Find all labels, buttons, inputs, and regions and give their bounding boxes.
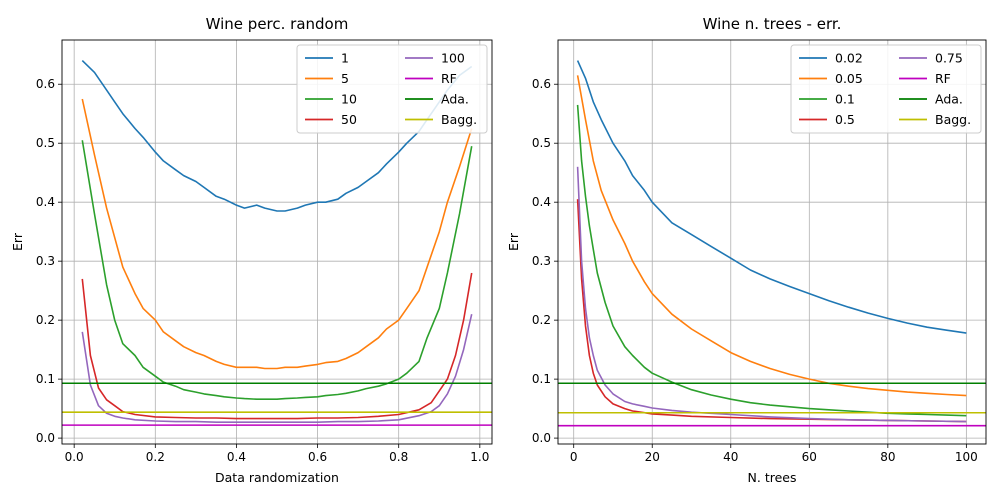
legend-label: 0.5 <box>835 112 855 127</box>
legend: 1 5 10 50 100 RF Ada. Bagg. <box>296 44 488 134</box>
legend-label: 0.75 <box>935 51 963 66</box>
legend-label: 10 <box>341 92 357 107</box>
x-tick-label: 100 <box>955 450 978 464</box>
y-tick-label: 0.2 <box>36 313 55 327</box>
legend-label: RF <box>935 71 951 86</box>
legend-box <box>296 44 488 134</box>
chart-panel-wine-perc-random: 0.0 0.2 0.4 0.6 0.8 1.0 0.0 0.1 0.2 0.3 0.4 0.5 0.6 W… <box>10 15 493 485</box>
x-tick-label: 20 <box>645 450 660 464</box>
y-tick-label: 0.3 <box>36 254 55 268</box>
x-tick-label: 60 <box>802 450 817 464</box>
x-tick-label: 80 <box>880 450 895 464</box>
chart-panel-wine-n-trees: 0 20 40 60 80 100 0.0 0.1 0.2 0.3 0.4 0.5 0.6 Wine n.… <box>506 15 987 485</box>
y-tick-label: 0.0 <box>36 431 55 445</box>
legend-label: Bagg. <box>441 112 477 127</box>
chart-title: Wine perc. random <box>206 15 349 33</box>
x-axis-label: Data randomization <box>215 470 339 485</box>
x-tick-label: 1.0 <box>470 450 489 464</box>
plot-frame <box>61 39 493 445</box>
y-tick-label: 0.2 <box>532 313 551 327</box>
series-line-50 <box>81 272 473 420</box>
legend-box <box>790 44 982 134</box>
series-line-0-75 <box>576 166 967 423</box>
x-tick-label: 0 <box>570 450 578 464</box>
y-tick-label: 0.0 <box>532 431 551 445</box>
y-tick-label: 0.6 <box>36 77 55 91</box>
legend-label: 0.1 <box>835 92 855 107</box>
y-tick-label: 0.5 <box>532 136 551 150</box>
y-axis-label: Err <box>506 232 521 251</box>
y-axis-label: Err <box>10 232 25 251</box>
legend-label: 1 <box>341 51 349 66</box>
series-line-0-05 <box>576 75 967 397</box>
legend-label: 100 <box>441 51 465 66</box>
x-tick-label: 0.6 <box>308 450 327 464</box>
x-tick-label: 0.8 <box>389 450 408 464</box>
series-line-10 <box>81 140 473 401</box>
x-tick-label: 40 <box>723 450 738 464</box>
y-tick-label: 0.3 <box>532 254 551 268</box>
y-tick-label: 0.5 <box>36 136 55 150</box>
legend-label: RF <box>441 71 457 86</box>
legend-label: Ada. <box>935 92 963 107</box>
legend-label: 0.05 <box>835 71 863 86</box>
x-tick-label: 0.4 <box>227 450 246 464</box>
y-tick-label: 0.6 <box>532 77 551 91</box>
x-axis-label: N. trees <box>748 470 797 485</box>
chart-title: Wine n. trees - err. <box>703 15 842 33</box>
y-tick-label: 0.4 <box>36 195 55 209</box>
series-line-100 <box>81 314 473 424</box>
legend-label: 50 <box>341 112 357 127</box>
series-line-1 <box>81 60 473 212</box>
x-tick-label: 0.0 <box>65 450 84 464</box>
plot-frame <box>557 39 987 445</box>
legend-label: 5 <box>341 71 349 86</box>
series-line-5 <box>81 98 473 370</box>
series-line-0-02 <box>576 60 967 334</box>
y-tick-label: 0.4 <box>532 195 551 209</box>
x-tick-label: 0.2 <box>146 450 165 464</box>
legend: 0.02 0.05 0.1 0.5 0.75 RF Ada. Bagg. <box>790 44 982 134</box>
legend-label: Bagg. <box>935 112 971 127</box>
y-tick-label: 0.1 <box>36 372 55 386</box>
legend-label: 0.02 <box>835 51 863 66</box>
y-tick-label: 0.1 <box>532 372 551 386</box>
legend-label: Ada. <box>441 92 469 107</box>
series-line-0-5 <box>576 199 967 423</box>
